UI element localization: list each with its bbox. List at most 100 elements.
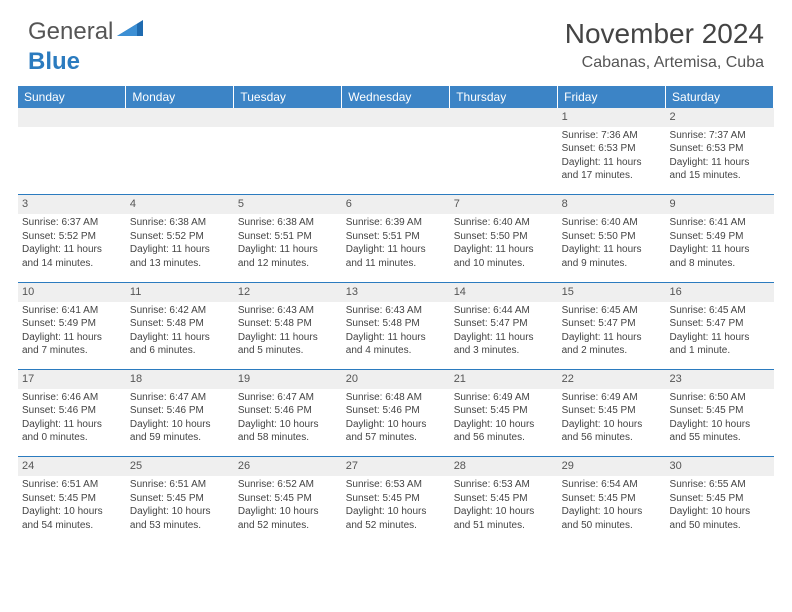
day-number-cell [18,108,126,127]
weekday-header: Thursday [450,86,558,108]
sunset-text: Sunset: 5:45 PM [346,492,446,506]
day-number-cell: 25 [126,457,234,476]
daylight-text: Daylight: 10 hours [454,505,554,519]
day-cell: Sunrise: 6:37 AMSunset: 5:52 PMDaylight:… [18,214,126,282]
logo-text-blue: Blue [28,48,80,75]
daylight-text: and 4 minutes. [346,344,446,358]
day-content: Sunrise: 6:53 AMSunset: 5:45 PMDaylight:… [346,478,446,532]
day-content: Sunrise: 6:45 AMSunset: 5:47 PMDaylight:… [562,304,662,358]
day-number-cell [126,108,234,127]
daylight-text: and 14 minutes. [22,257,122,271]
day-number-cell: 16 [666,282,774,301]
sunrise-text: Sunrise: 7:36 AM [562,129,662,143]
day-cell: Sunrise: 6:43 AMSunset: 5:48 PMDaylight:… [342,302,450,370]
daylight-text: and 57 minutes. [346,431,446,445]
day-cell: Sunrise: 6:47 AMSunset: 5:46 PMDaylight:… [126,389,234,457]
daylight-text: Daylight: 10 hours [238,418,338,432]
day-number-cell: 17 [18,370,126,389]
sunset-text: Sunset: 5:52 PM [22,230,122,244]
sunrise-text: Sunrise: 6:41 AM [22,304,122,318]
sunrise-text: Sunrise: 6:47 AM [130,391,230,405]
daylight-text: Daylight: 11 hours [670,156,770,170]
day-content: Sunrise: 6:53 AMSunset: 5:45 PMDaylight:… [454,478,554,532]
day-number-cell: 2 [666,108,774,127]
sunrise-text: Sunrise: 6:41 AM [670,216,770,230]
day-cell: Sunrise: 6:40 AMSunset: 5:50 PMDaylight:… [558,214,666,282]
day-number-cell: 1 [558,108,666,127]
day-content: Sunrise: 6:44 AMSunset: 5:47 PMDaylight:… [454,304,554,358]
sunrise-text: Sunrise: 6:52 AM [238,478,338,492]
daylight-text: Daylight: 10 hours [562,505,662,519]
daylight-text: and 6 minutes. [130,344,230,358]
weekday-header: Friday [558,86,666,108]
day-number-cell [450,108,558,127]
day-number: 20 [346,373,358,385]
sunset-text: Sunset: 5:45 PM [670,492,770,506]
sunrise-text: Sunrise: 6:50 AM [670,391,770,405]
daylight-text: and 9 minutes. [562,257,662,271]
sunset-text: Sunset: 5:46 PM [238,404,338,418]
day-content: Sunrise: 6:51 AMSunset: 5:45 PMDaylight:… [130,478,230,532]
sunrise-text: Sunrise: 6:49 AM [454,391,554,405]
daylight-text: and 50 minutes. [562,519,662,533]
day-number: 15 [562,286,574,298]
sunrise-text: Sunrise: 6:38 AM [130,216,230,230]
day-number-cell: 28 [450,457,558,476]
day-number: 17 [22,373,34,385]
day-content: Sunrise: 6:38 AMSunset: 5:51 PMDaylight:… [238,216,338,270]
daylight-text: and 52 minutes. [346,519,446,533]
day-number: 11 [130,286,141,298]
day-number-cell: 10 [18,282,126,301]
day-number: 26 [238,460,250,472]
title-block: November 2024 Cabanas, Artemisa, Cuba [565,18,764,72]
day-number: 8 [562,198,568,210]
sunset-text: Sunset: 5:45 PM [22,492,122,506]
daylight-text: Daylight: 10 hours [22,505,122,519]
sunset-text: Sunset: 5:45 PM [562,492,662,506]
day-number-cell: 19 [234,370,342,389]
day-number-cell: 13 [342,282,450,301]
sunrise-text: Sunrise: 6:49 AM [562,391,662,405]
daylight-text: Daylight: 11 hours [670,331,770,345]
page-header: General November 2024 Cabanas, Artemisa,… [0,0,792,80]
sunrise-text: Sunrise: 6:47 AM [238,391,338,405]
sunset-text: Sunset: 5:48 PM [130,317,230,331]
daylight-text: and 54 minutes. [22,519,122,533]
daylight-text: and 51 minutes. [454,519,554,533]
daylight-text: Daylight: 11 hours [670,243,770,257]
day-number-cell: 29 [558,457,666,476]
day-content: Sunrise: 6:39 AMSunset: 5:51 PMDaylight:… [346,216,446,270]
day-number-cell: 9 [666,195,774,214]
day-number: 18 [130,373,142,385]
day-cell [126,127,234,195]
daylight-text: and 50 minutes. [670,519,770,533]
day-content: Sunrise: 6:50 AMSunset: 5:45 PMDaylight:… [670,391,770,445]
day-cell: Sunrise: 6:47 AMSunset: 5:46 PMDaylight:… [234,389,342,457]
day-cell: Sunrise: 7:37 AMSunset: 6:53 PMDaylight:… [666,127,774,195]
day-number: 1 [562,111,568,123]
sunrise-text: Sunrise: 6:43 AM [238,304,338,318]
sunrise-text: Sunrise: 6:40 AM [454,216,554,230]
day-number-cell: 26 [234,457,342,476]
day-cell [234,127,342,195]
daylight-text: and 56 minutes. [454,431,554,445]
sunset-text: Sunset: 5:45 PM [238,492,338,506]
day-cell: Sunrise: 6:41 AMSunset: 5:49 PMDaylight:… [666,214,774,282]
daynum-row: 3456789 [18,195,774,214]
weekday-header: Wednesday [342,86,450,108]
logo-text-general: General [28,18,113,45]
sunrise-text: Sunrise: 6:43 AM [346,304,446,318]
day-number-cell: 22 [558,370,666,389]
day-cell: Sunrise: 6:55 AMSunset: 5:45 PMDaylight:… [666,476,774,544]
sunrise-text: Sunrise: 6:44 AM [454,304,554,318]
daylight-text: Daylight: 10 hours [130,418,230,432]
sunrise-text: Sunrise: 6:39 AM [346,216,446,230]
sunset-text: Sunset: 5:45 PM [454,404,554,418]
day-cell: Sunrise: 6:51 AMSunset: 5:45 PMDaylight:… [126,476,234,544]
sunset-text: Sunset: 5:46 PM [346,404,446,418]
day-content: Sunrise: 6:37 AMSunset: 5:52 PMDaylight:… [22,216,122,270]
day-content: Sunrise: 6:49 AMSunset: 5:45 PMDaylight:… [454,391,554,445]
day-number-cell: 27 [342,457,450,476]
day-cell: Sunrise: 6:54 AMSunset: 5:45 PMDaylight:… [558,476,666,544]
day-number: 4 [130,198,136,210]
